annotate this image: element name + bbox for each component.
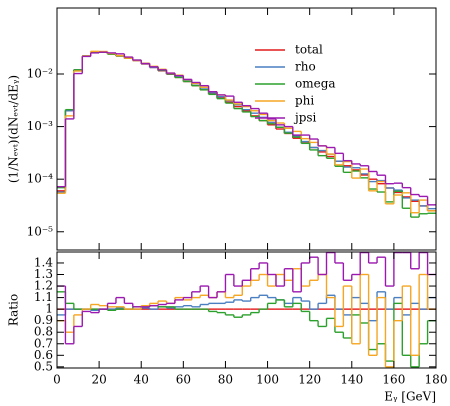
x-tick-label: 20 bbox=[91, 373, 106, 387]
plot-area bbox=[57, 50, 436, 218]
plot-frame bbox=[56, 7, 437, 251]
y-tick-label: 10⁻³ bbox=[27, 119, 54, 133]
y-tick-label: 10⁻² bbox=[27, 67, 54, 81]
x-tick-label: 80 bbox=[218, 373, 233, 387]
y-tick-label: 10⁻⁵ bbox=[27, 224, 54, 238]
legend-label: jpsi bbox=[293, 111, 317, 125]
y-tick-label: 1.1 bbox=[34, 290, 53, 304]
x-tick-label: 140 bbox=[340, 373, 363, 387]
x-tick-label: 0 bbox=[53, 373, 61, 387]
x-tick-label: 40 bbox=[134, 373, 149, 387]
x-tick-label: 160 bbox=[382, 373, 405, 387]
y-tick-label: 1.4 bbox=[34, 255, 53, 269]
y-tick-label: 1.3 bbox=[34, 267, 53, 281]
y-tick-label: 1.2 bbox=[34, 279, 53, 293]
y-tick-label: 0.9 bbox=[34, 313, 53, 327]
plot-area bbox=[57, 252, 436, 368]
legend-label: phi bbox=[295, 94, 314, 108]
y-axis-label: (1/Nₑᵥₜ)(dNₑᵥₜ/dEᵧ) bbox=[7, 75, 21, 183]
plot-frame bbox=[56, 251, 437, 369]
legend-label: rho bbox=[295, 60, 316, 74]
y-tick-label: 0.8 bbox=[34, 325, 53, 339]
y-tick-label: 0.7 bbox=[34, 336, 53, 350]
x-axis-label: Eᵧ [GeV] bbox=[384, 390, 436, 404]
x-tick-label: 120 bbox=[298, 373, 321, 387]
x-tick-label: 100 bbox=[256, 373, 279, 387]
y-tick-label: 1 bbox=[45, 302, 53, 316]
y-axis-label: Ratio bbox=[7, 294, 21, 326]
legend-label: omega bbox=[295, 77, 336, 91]
legend-label: total bbox=[295, 43, 323, 57]
x-tick-label: 60 bbox=[176, 373, 191, 387]
x-tick-label: 180 bbox=[425, 373, 448, 387]
y-tick-label: 0.6 bbox=[34, 348, 53, 362]
y-tick-label: 10⁻⁴ bbox=[27, 172, 54, 186]
y-tick-label: 0.5 bbox=[34, 359, 53, 373]
